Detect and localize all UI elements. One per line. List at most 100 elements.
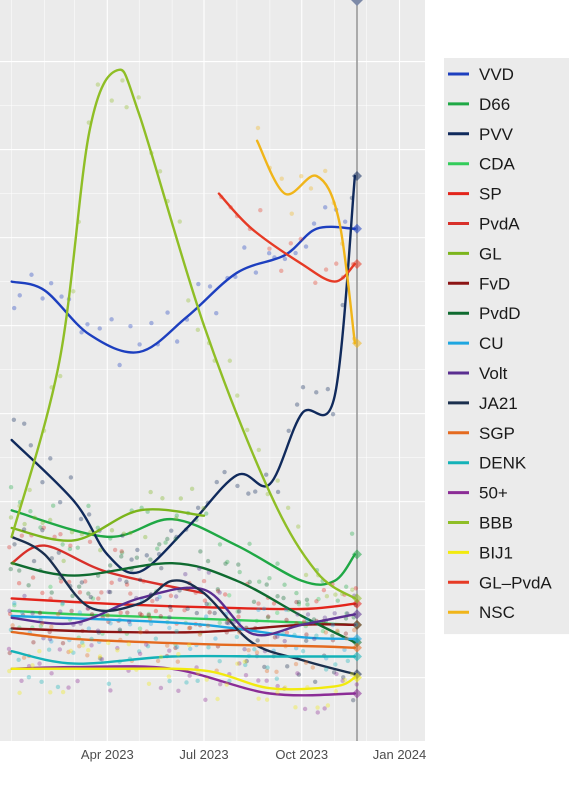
poll-dot: [86, 503, 91, 509]
poll-dot: [202, 598, 208, 603]
poll-dot: [136, 649, 142, 654]
poll-dot: [117, 577, 122, 582]
poll-dot: [99, 590, 104, 595]
poll-dot: [30, 610, 35, 616]
poll-dot: [8, 485, 14, 490]
poll-dot: [267, 246, 272, 251]
poll-dot: [165, 536, 170, 542]
poll-dot: [90, 596, 96, 601]
poll-dot: [55, 684, 61, 690]
legend-item: BIJ1: [448, 543, 513, 562]
legend-label: GL: [479, 244, 502, 263]
poll-dot: [340, 678, 345, 683]
poll-dot: [150, 598, 155, 604]
poll-dot: [197, 566, 202, 571]
poll-dot: [323, 667, 329, 672]
series-line: [10, 225, 357, 354]
poll-dot: [169, 528, 174, 533]
poll-dot: [314, 390, 319, 395]
poll-dot: [226, 618, 231, 623]
poll-dot: [58, 373, 63, 379]
poll-dot: [333, 689, 339, 694]
poll-dot: [236, 614, 241, 619]
result-marker: [352, 651, 362, 662]
poll-dot: [267, 576, 272, 581]
poll-dot: [245, 427, 250, 433]
poll-dot: [10, 623, 15, 628]
poll-dot: [174, 628, 179, 634]
poll-dot: [167, 615, 172, 620]
result-marker: [352, 619, 362, 630]
poll-dot: [119, 550, 125, 555]
poll-dot: [342, 219, 348, 224]
poll-dot: [31, 558, 37, 564]
poll-dot: [286, 428, 291, 434]
poll-dot: [31, 640, 36, 645]
poll-dot: [177, 588, 182, 593]
poll-dot: [289, 211, 294, 216]
poll-dot: [75, 545, 80, 550]
poll-dot: [333, 592, 338, 597]
poll-dot: [256, 601, 261, 606]
poll-dot: [188, 646, 193, 652]
poll-dot: [265, 615, 271, 620]
poll-dot: [88, 594, 94, 600]
legend-item: D66: [448, 95, 510, 114]
poll-dot: [272, 635, 278, 640]
poll-dot: [106, 681, 112, 687]
poll-dot: [60, 689, 66, 695]
poll-dot: [331, 670, 337, 675]
legend-box: [444, 58, 569, 635]
poll-dot: [85, 322, 90, 327]
poll-dot: [322, 615, 328, 620]
poll-dot: [124, 104, 129, 110]
poll-dot: [10, 561, 16, 566]
poll-dot: [69, 530, 75, 535]
poll-dot: [215, 696, 220, 702]
poll-dot: [68, 648, 73, 654]
poll-dot: [22, 421, 27, 426]
poll-dot: [173, 516, 179, 521]
series-line: [10, 623, 357, 634]
poll-dot: [107, 589, 113, 595]
poll-dot: [61, 558, 66, 564]
poll-dot: [124, 579, 129, 585]
poll-dot: [274, 676, 280, 681]
poll-dot: [117, 627, 123, 632]
poll-dot: [146, 681, 152, 686]
poll-dot: [275, 561, 280, 566]
poll-dot: [119, 549, 124, 554]
series-line: [217, 192, 357, 283]
poll-dot: [350, 697, 356, 703]
poll-dot: [177, 219, 182, 224]
poll-dot: [16, 581, 22, 586]
poll-dot: [80, 640, 85, 645]
series-line: [10, 509, 357, 586]
series-vvd: [10, 205, 362, 368]
poll-dot: [303, 244, 309, 249]
legend-item: PVV: [448, 125, 514, 144]
poll-dot: [198, 549, 203, 554]
poll-dot: [137, 342, 142, 347]
poll-dot: [48, 456, 53, 461]
poll-dot: [165, 310, 170, 315]
poll-dot: [257, 579, 262, 584]
poll-dot: [105, 613, 110, 618]
poll-dot: [236, 609, 242, 614]
poll-dot: [294, 402, 300, 407]
poll-dot: [320, 628, 326, 634]
poll-dot: [295, 671, 300, 676]
x-tick-label: Jul 2023: [179, 747, 228, 762]
poll-dot: [129, 557, 134, 562]
poll-dot: [247, 579, 252, 585]
legend-label: NSC: [479, 603, 515, 622]
legend-item: FvD: [448, 274, 510, 293]
poll-dot: [305, 602, 310, 607]
poll-dot: [334, 671, 339, 677]
poll-dot: [77, 590, 83, 595]
poll-dot: [8, 566, 13, 572]
poll-dot: [30, 663, 35, 668]
legend-item: CU: [448, 334, 504, 353]
poll-dot: [275, 594, 280, 599]
poll-dot: [207, 602, 212, 607]
